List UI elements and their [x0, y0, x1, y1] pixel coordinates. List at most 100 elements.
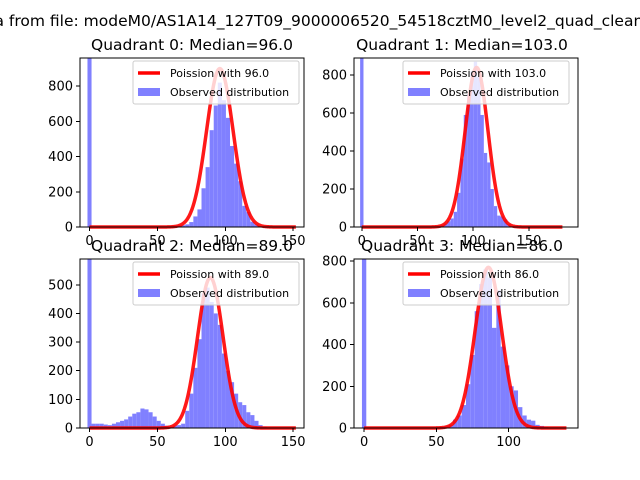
axes: 0 50 100 150 0 100 200 300 400 500 — [48, 258, 306, 450]
y-tick-label: 200 — [322, 183, 347, 198]
histogram-bar — [111, 423, 116, 428]
histogram-bar — [181, 423, 186, 428]
y-tick-label: 0 — [65, 422, 73, 437]
y-tick-label: 800 — [322, 69, 347, 84]
histogram-bar — [160, 423, 165, 428]
histogram-bar — [217, 82, 222, 227]
histogram-bar — [177, 425, 182, 428]
histogram-bar — [453, 211, 458, 227]
y-tick-label: 200 — [48, 185, 73, 200]
histogram-bar — [450, 218, 454, 227]
y-tick-label: 600 — [48, 115, 73, 130]
histogram-bar — [242, 205, 247, 227]
histogram-bar — [205, 167, 210, 227]
histogram-bar — [124, 419, 129, 428]
x-tick-label: 100 — [213, 234, 238, 249]
panel-quadrant-0: Quadrant 0: Median=96.0 0 50 100 150 0 200 400… — [48, 36, 305, 249]
x-tick-label: 100 — [496, 435, 521, 450]
histogram-bar — [225, 117, 231, 227]
histogram-bar — [473, 61, 478, 227]
legend-box — [402, 60, 570, 105]
histogram-bar — [193, 216, 198, 227]
y-tick-label: 200 — [48, 364, 73, 379]
histogram-bar — [483, 269, 488, 428]
histogram-bar — [120, 420, 125, 428]
histogram-bar — [185, 410, 190, 428]
axes: 0 50 100 150 0 200 400 600 800 — [322, 57, 579, 249]
histogram-bar — [487, 277, 493, 428]
x-tick-label: 50 — [409, 234, 426, 249]
histogram-bar — [526, 419, 532, 428]
histogram-bar — [148, 412, 153, 428]
panel-title: Quadrant 2: Median=89.0 — [91, 237, 293, 255]
legend-box — [132, 261, 300, 306]
y-tick-label: 400 — [322, 338, 347, 353]
histogram-bar — [479, 284, 484, 428]
histogram-bar — [461, 405, 466, 428]
histogram-bars — [172, 82, 263, 227]
legend: Poission with 96.0 Observed distribution — [132, 60, 300, 105]
x-tick-label: 100 — [213, 435, 238, 450]
histogram-bar — [238, 181, 243, 227]
panel-quadrant-2: Quadrant 2: Median=89.0 0 50 100 150 0 100 200… — [48, 237, 305, 450]
legend-box — [402, 261, 570, 306]
histogram-bar — [209, 301, 214, 428]
zero-bin-bar — [361, 259, 367, 428]
histogram-bar — [136, 412, 141, 428]
x-tick-label: 0 — [360, 435, 368, 450]
histogram-bar — [201, 293, 206, 428]
x-tick-label: 150 — [281, 234, 306, 249]
legend-fit-label: Poission with 89.0 — [170, 268, 269, 281]
legend-hist-swatch — [138, 289, 160, 297]
x-tick-label: 50 — [149, 234, 166, 249]
histogram-bar — [230, 146, 235, 227]
y-tick-label: 600 — [322, 296, 347, 311]
histogram-bars — [91, 287, 267, 428]
legend: Poission with 103.0 Observed distributio… — [402, 60, 570, 105]
histogram-bar — [531, 420, 536, 428]
legend-fit-label: Poission with 96.0 — [170, 67, 269, 80]
histogram-bar — [254, 224, 259, 227]
histogram-bar — [483, 152, 488, 227]
legend: Poission with 89.0 Observed distribution — [132, 261, 300, 306]
y-tick-label: 0 — [339, 221, 347, 236]
legend-hist-label: Observed distribution — [170, 287, 289, 300]
histogram-bar — [225, 370, 231, 428]
histogram-bar — [213, 313, 218, 428]
figure-suptitle: Data from file: modeM0/AS1A14_127T09_900… — [0, 12, 640, 31]
histogram-bar — [493, 206, 498, 227]
histogram-bar — [500, 346, 506, 428]
histogram-bar — [205, 287, 210, 428]
y-tick-label: 200 — [322, 380, 347, 395]
zero-bin-bar — [87, 259, 92, 428]
plot-frame — [79, 258, 305, 429]
legend-fit-label: Poission with 86.0 — [440, 268, 539, 281]
legend-hist-label: Observed distribution — [440, 86, 559, 99]
panel-title: Quadrant 0: Median=96.0 — [91, 36, 293, 54]
legend: Poission with 86.0 Observed distribution — [402, 261, 570, 306]
histogram-bar — [185, 224, 190, 227]
histogram-bar — [128, 416, 133, 428]
y-tick-label: 300 — [48, 336, 73, 351]
histogram-bar — [221, 353, 226, 428]
zero-bin-bar — [87, 58, 92, 227]
y-tick-label: 400 — [322, 145, 347, 160]
histogram-bar — [242, 405, 247, 428]
histogram-bar — [480, 114, 484, 227]
histogram-bar — [217, 324, 222, 428]
histogram-bar — [144, 409, 149, 428]
y-tick-label: 800 — [48, 80, 73, 95]
x-tick-label: 50 — [428, 435, 445, 450]
histogram-bar — [466, 384, 471, 428]
zero-spike — [87, 259, 92, 428]
histogram-bar — [250, 415, 255, 428]
histogram-bar — [181, 225, 186, 227]
zero-spike — [360, 58, 364, 227]
histogram-bar — [470, 354, 475, 428]
histogram-bar — [497, 215, 501, 227]
zero-spike — [87, 58, 92, 227]
legend-hist-label: Observed distribution — [440, 287, 559, 300]
histogram-bar — [197, 339, 202, 428]
histogram-bar — [250, 221, 255, 227]
